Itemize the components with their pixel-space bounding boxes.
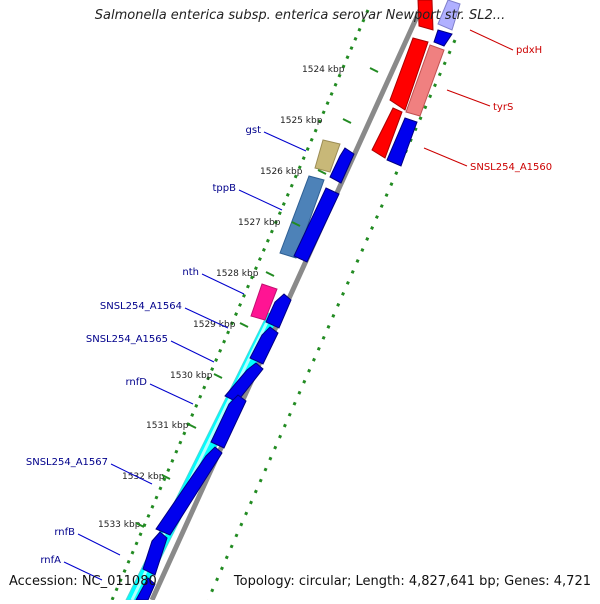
gene-label-leader <box>77 533 121 556</box>
cog-segment-tppB <box>279 175 325 259</box>
tick-layer: 1524 kbp 1525 kbp 1526 kbp 1527 kbp 1528 kbp… <box>98 65 379 530</box>
gene-label: SNSL254_A1560 <box>470 162 552 173</box>
gene-label-leader <box>170 340 215 363</box>
gene-arrow-reverse <box>389 37 429 111</box>
gene-label: tppB <box>213 183 237 194</box>
gene-label-leader <box>469 29 514 51</box>
gene-label-leader <box>184 307 229 329</box>
gene-arrow-forward <box>142 531 168 576</box>
gene-label: pdxH <box>516 45 542 56</box>
tick-mark <box>187 423 197 429</box>
tick-mark <box>239 322 249 328</box>
gene-label: rnfD <box>126 377 148 388</box>
gene-labels-left: gst tppB nth SNSL254_A1564 SNSL254_A1565 rnfD… <box>26 125 307 581</box>
tick-label: 1529 kbp <box>193 320 236 330</box>
outer-dotted-line <box>206 39 457 601</box>
tick-mark <box>317 169 327 175</box>
inner-dotted-line <box>110 9 370 601</box>
gene-label: SNSL254_A1564 <box>100 301 182 312</box>
gene-label: SNSL254_A1565 <box>86 334 168 345</box>
gene-label: SNSL254_A1567 <box>26 457 108 468</box>
gene-label: rnfA <box>40 555 61 566</box>
gene-label-leader <box>149 383 194 405</box>
tick-mark <box>369 67 379 73</box>
gene-arrow-forward <box>329 147 355 184</box>
tick-mark <box>291 221 301 227</box>
gene-arrow-reverse <box>437 0 461 31</box>
gene-arrow-reverse <box>405 44 445 117</box>
tick-label: 1524 kbp <box>302 65 345 75</box>
gene-label-leader <box>446 89 491 107</box>
tick-mark <box>342 118 352 124</box>
gene-arrow-reverse <box>371 107 403 159</box>
gene-arrow-forward <box>433 29 453 47</box>
gene-label-leader <box>263 131 307 152</box>
gene-arrow-forward <box>293 187 340 263</box>
accession-text: Accession: NC_011080 <box>9 574 157 589</box>
gene-arrow-forward <box>155 446 223 536</box>
gene-label: rnfB <box>54 527 75 538</box>
tick-label: 1526 kbp <box>260 167 303 177</box>
tick-label: 1530 kbp <box>170 371 213 381</box>
gene-label-leader <box>63 561 103 581</box>
tick-label: 1533 kbp <box>98 520 141 530</box>
gene-arrow-forward <box>210 394 247 449</box>
gene-arrow-forward <box>224 362 264 403</box>
gene-labels-right: pdxH tyrS SNSL254_A1560 <box>423 29 552 173</box>
gene-label-leader <box>238 189 283 211</box>
tick-mark <box>161 474 171 480</box>
gene-label: gst <box>246 125 262 136</box>
gene-arrow-forward <box>265 293 292 329</box>
gene-label-leader <box>110 463 153 485</box>
cog-segment-gst <box>314 139 341 173</box>
cog-segment-nth <box>250 283 278 321</box>
map-title: Salmonella enterica subsp. enterica sero… <box>94 8 506 23</box>
tick-mark <box>135 522 145 528</box>
tick-label: 1528 kbp <box>216 269 259 279</box>
tick-label: 1532 kbp <box>122 472 165 482</box>
tick-mark <box>213 373 223 379</box>
gene-label-leader <box>423 147 468 167</box>
tick-label: 1527 kbp <box>238 218 281 228</box>
topology-text: Topology: circular; Length: 4,827,641 bp… <box>233 574 591 589</box>
gene-label: nth <box>182 267 199 278</box>
gene-arrow-reverse <box>417 0 434 31</box>
gene-arrow-forward <box>386 117 418 167</box>
gene-arrow-forward <box>249 326 279 365</box>
tick-label: 1525 kbp <box>280 116 323 126</box>
tick-mark <box>265 271 275 277</box>
gene-label-leader <box>201 273 245 295</box>
tick-label: 1531 kbp <box>146 421 189 431</box>
gene-label: tyrS <box>493 102 513 113</box>
